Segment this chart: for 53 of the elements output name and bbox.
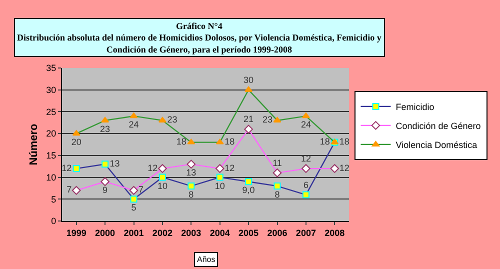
data-label: 30 — [244, 74, 254, 85]
data-label: 7 — [66, 184, 72, 195]
data-label: 12 — [148, 162, 158, 173]
x-tick-label: 2003 — [181, 228, 202, 238]
data-label: 23 — [167, 114, 178, 125]
data-label: 9 — [102, 185, 108, 196]
data-label: 18 — [176, 136, 186, 147]
x-tick-label: 2006 — [267, 228, 288, 238]
data-label: 18 — [320, 136, 330, 147]
legend-label: Femicidio — [396, 102, 434, 112]
legend-label: Condición de Género — [396, 120, 481, 131]
x-tick-label: 2007 — [296, 228, 316, 238]
x-tick-label: 2000 — [95, 228, 116, 238]
data-label: 12 — [224, 162, 235, 173]
data-label: 8 — [188, 190, 194, 200]
data-label: 5 — [131, 202, 136, 213]
y-tick-label: 10 — [46, 172, 56, 182]
data-label: 10 — [157, 180, 168, 191]
y-tick-label: 0 — [51, 216, 56, 226]
data-label: 9,0 — [242, 185, 255, 196]
data-label: 24 — [300, 120, 311, 130]
data-label: 6 — [303, 180, 308, 190]
data-label: 23 — [262, 114, 272, 125]
x-tick-label: 2002 — [152, 228, 172, 238]
data-label: 18 — [339, 136, 350, 147]
data-label: 21 — [244, 114, 254, 124]
data-label: 20 — [71, 137, 82, 148]
y-tick-label: 15 — [46, 150, 56, 161]
data-label: 13 — [110, 158, 120, 168]
data-label: 12 — [62, 162, 72, 173]
x-tick-label: 2005 — [238, 228, 259, 238]
data-label: 12 — [339, 162, 350, 173]
x-tick-label: 2001 — [124, 228, 144, 238]
x-axis-title: Años — [197, 255, 216, 264]
y-tick-label: 35 — [46, 63, 56, 74]
data-label: 18 — [224, 136, 235, 147]
y-tick-label: 30 — [46, 85, 56, 96]
data-label: 8 — [274, 190, 280, 200]
y-tick-label: 20 — [46, 128, 56, 139]
data-label: 10 — [214, 180, 225, 191]
x-tick-label: 1999 — [66, 228, 86, 238]
y-tick-label: 5 — [51, 194, 56, 204]
data-label: 24 — [128, 120, 139, 130]
y-axis-title: Número — [28, 123, 40, 166]
data-label: 7 — [138, 184, 144, 195]
legend-label: Violencia Doméstica — [396, 140, 478, 150]
x-tick-label: 2004 — [210, 228, 230, 238]
chart-title: Gráfico N°4 Distribución absoluta del número de Homicidios Dolosos, por Violencia Doméstica, Femicidio y Condición de Género, para el período 1999-2008 — [17, 21, 382, 54]
y-tick-label: 25 — [46, 106, 56, 117]
data-label: 23 — [100, 124, 110, 134]
data-label: 13 — [186, 168, 196, 178]
x-tick-label: 2008 — [324, 228, 345, 238]
data-label: 11 — [272, 158, 282, 168]
